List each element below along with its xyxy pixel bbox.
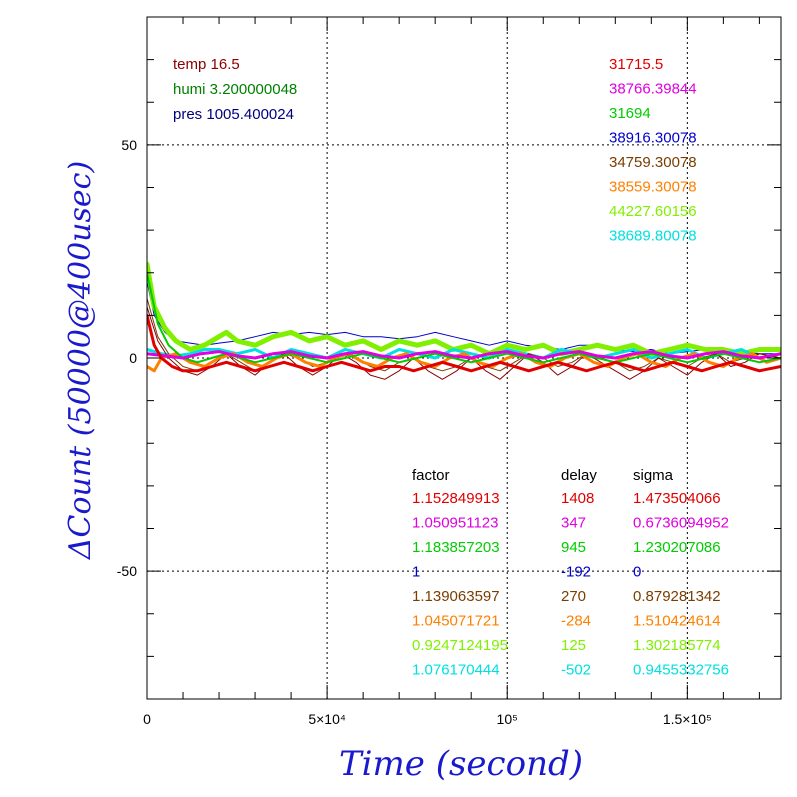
x-axis-label: Time (second)	[339, 744, 583, 784]
y-axis-label: ΔCount (50000@400usec)	[63, 161, 98, 560]
table-cell-sigma: 1.473504066	[633, 490, 721, 507]
table-cell-delay: 347	[561, 515, 586, 532]
table-cell-delay: -192	[561, 564, 591, 581]
table-cell-delay: -284	[561, 613, 591, 630]
table-cell-factor: 1.152849913	[412, 490, 500, 507]
series-line-3	[147, 348, 781, 360]
table-cell-delay: 125	[561, 637, 586, 654]
table-cell-factor: 1	[412, 564, 420, 581]
table-cell-factor: 1.045071721	[412, 613, 500, 630]
env-label: humi 3.200000048	[173, 81, 297, 98]
series-line-9	[147, 313, 781, 373]
tick-labels: 0 5×10⁴ 10⁵ 1.5×10⁵ 50 0 -50	[117, 137, 712, 727]
mean-count-label: 31694	[609, 105, 651, 122]
table-cell-factor: 1.076170444	[412, 662, 500, 679]
axis-ticks	[146, 17, 781, 699]
y-tick-label: 0	[129, 350, 137, 366]
env-label: pres 1005.400024	[173, 106, 294, 123]
environment-labels: temp 16.5 humi 3.200000048 pres 1005.40002…	[173, 56, 297, 123]
fit-parameter-table: factor delay sigma 1.152849913 1408 1.4735040…	[412, 467, 729, 679]
table-cell-delay: 945	[561, 539, 586, 556]
table-cell-sigma: 1.302185774	[633, 637, 721, 654]
table-cell-delay: 270	[561, 588, 586, 605]
mean-count-label: 44227.60156	[609, 203, 697, 220]
series-line-8	[147, 350, 781, 360]
series-line-2	[147, 261, 781, 357]
mean-count-labels: 31715.5 38766.39844 31694 38916.30078 34759.…	[609, 56, 697, 245]
table-cell-sigma: 1.230207086	[633, 539, 721, 556]
mean-count-label: 34759.30078	[609, 154, 697, 171]
mean-count-label: 38689.80078	[609, 228, 697, 245]
x-tick-label: 10⁵	[497, 711, 518, 727]
table-cell-factor: 0.9247124195	[412, 637, 508, 654]
mean-count-label: 38766.39844	[609, 81, 697, 98]
x-tick-label: 1.5×10⁵	[663, 711, 712, 727]
table-header-delay: delay	[561, 467, 597, 484]
table-cell-sigma: 0.6736094952	[633, 515, 729, 532]
mean-count-label: 31715.5	[609, 56, 663, 73]
table-header-sigma: sigma	[633, 467, 674, 484]
table-cell-factor: 1.183857203	[412, 539, 500, 556]
series-group	[147, 261, 781, 380]
y-tick-label: -50	[117, 563, 137, 579]
table-cell-factor: 1.050951123	[412, 515, 498, 532]
table-cell-sigma: 0.879281342	[633, 588, 721, 605]
env-label: temp 16.5	[173, 56, 240, 73]
x-tick-label: 0	[143, 711, 151, 727]
table-cell-sigma: 1.510424614	[633, 613, 721, 630]
table-cell-delay: -502	[561, 662, 591, 679]
table-cell-sigma: 0	[633, 564, 641, 581]
table-header-factor: factor	[412, 467, 450, 484]
table-cell-delay: 1408	[561, 490, 594, 507]
y-tick-label: 50	[121, 137, 137, 153]
mean-count-label: 38559.30078	[609, 179, 697, 196]
table-cell-sigma: 0.9455332756	[633, 662, 729, 679]
mean-count-label: 38916.30078	[609, 130, 697, 147]
x-tick-label: 5×10⁴	[308, 711, 346, 727]
table-cell-factor: 1.139063597	[412, 588, 500, 605]
